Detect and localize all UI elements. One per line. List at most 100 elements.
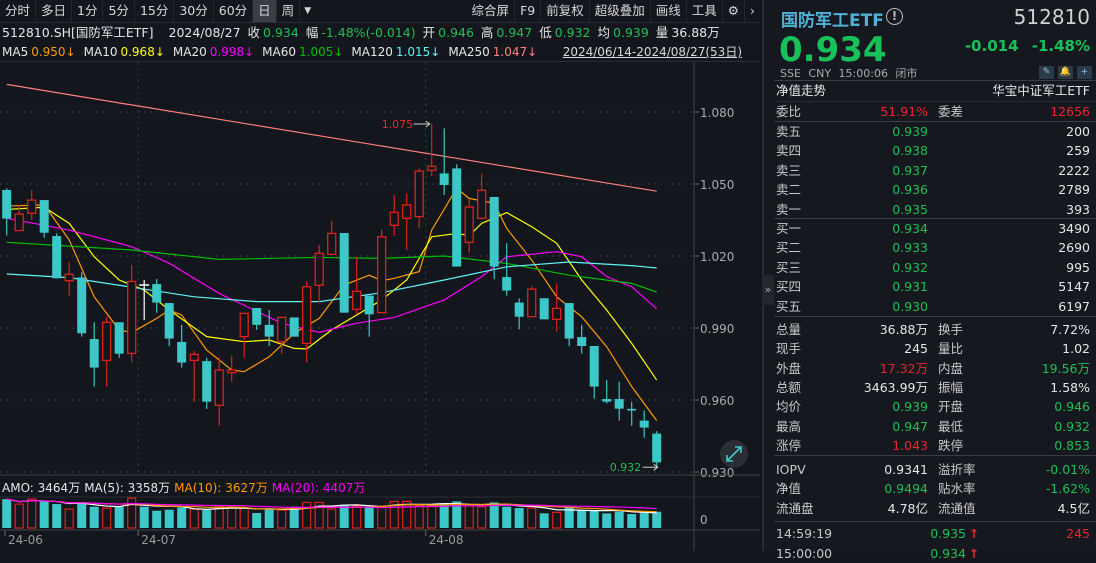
stats-value: 1.043 <box>892 437 928 453</box>
volume-bar <box>352 505 362 529</box>
bids-volume: 995 <box>1066 259 1090 275</box>
period-dropdown-icon[interactable]: ▼ <box>304 6 312 16</box>
candle <box>164 303 174 346</box>
volume-bar <box>289 506 299 528</box>
stats-value: 0.932 <box>1054 418 1090 434</box>
candle <box>252 308 262 330</box>
period-tab-8[interactable]: 周 <box>277 0 301 22</box>
period-tab-5[interactable]: 30分 <box>174 0 214 22</box>
asks-row: 卖四 0.938 259 <box>776 141 1090 160</box>
expand-panel-button[interactable]: » <box>762 275 774 305</box>
bids-level-label: 买一 <box>776 221 802 236</box>
y-tick-label: 1.020 <box>700 250 734 264</box>
tick-volume: 245 <box>1066 526 1090 541</box>
gear-icon[interactable]: ⚙ <box>723 0 745 22</box>
fullscreen-button[interactable] <box>720 440 748 468</box>
stats-row: 现手 245 量比 1.02 <box>776 339 1090 358</box>
bids-price[interactable]: 0.930 <box>892 298 928 314</box>
quote-actions: ✎ 🔔 + <box>1039 66 1092 79</box>
period-tab-6[interactable]: 60分 <box>214 0 254 22</box>
bids-level-label: 买五 <box>776 298 802 314</box>
pencil-icon[interactable]: ✎ <box>1039 66 1054 79</box>
bell-icon[interactable]: 🔔 <box>1058 66 1073 79</box>
period-tab-4[interactable]: 15分 <box>135 0 175 22</box>
candle <box>114 322 124 358</box>
volume-bar <box>614 511 624 528</box>
candle <box>289 317 299 337</box>
bids-price[interactable]: 0.931 <box>892 279 928 295</box>
market-status: SSE CNY 15:00:06 闭市 <box>780 67 918 80</box>
candle <box>14 205 24 232</box>
etf-row: IOPV 0.9341 溢折率 -0.01% <box>776 460 1090 479</box>
volume-bar <box>389 500 399 529</box>
volume-bar <box>52 504 62 528</box>
bids-row: 买四 0.931 5147 <box>776 277 1090 296</box>
ma-value-ma20: 0.998↓ <box>209 45 255 59</box>
asks-row: 卖一 0.935 393 <box>776 200 1090 219</box>
candle-body <box>302 286 312 345</box>
tick-time: 14:59:19 <box>776 526 833 541</box>
bids-row: 买一 0.934 3490 <box>776 219 1090 238</box>
candle <box>627 401 637 426</box>
ma-value-ma5: 0.950↓ <box>31 45 76 59</box>
candle-body <box>39 200 49 233</box>
date-range-selector[interactable]: 2024/06/14-2024/08/27(53日) <box>562 45 742 59</box>
candle <box>414 168 424 229</box>
tick-price: 0.935 <box>930 526 966 541</box>
volume-bar <box>302 501 312 529</box>
toolbar-button-4[interactable]: 画线 <box>651 0 687 22</box>
volume-bar <box>64 508 74 529</box>
close-label: 收 <box>247 25 261 40</box>
weicha-label: 委差 <box>938 104 964 119</box>
toolbar-button-2[interactable]: 前复权 <box>541 0 590 22</box>
candlestick-chart[interactable]: 1.080 1.050 1.020 0.990 0.960 0.930 24-06 24-07… <box>0 62 760 551</box>
price-change: -0.014 -1.48% <box>965 37 1090 55</box>
asks-price[interactable]: 0.935 <box>892 201 928 217</box>
period-tab-2[interactable]: 1分 <box>72 0 104 22</box>
bids-volume: 2690 <box>1058 240 1090 256</box>
y-tick-label: 0.990 <box>700 322 734 336</box>
asks-volume: 200 <box>1066 124 1090 139</box>
period-tab-0[interactable]: 分时 <box>0 0 37 22</box>
asks-price[interactable]: 0.937 <box>892 162 928 178</box>
spacer <box>928 238 983 257</box>
y-tick-label: 0.930 <box>700 466 734 480</box>
period-tab-3[interactable]: 5分 <box>103 0 135 22</box>
volume-bar <box>627 514 637 528</box>
volume-bar <box>402 500 412 529</box>
info-icon[interactable]: ! <box>886 8 903 25</box>
toolbar-button-5[interactable]: 工具 <box>687 0 723 22</box>
toolbar-button-0[interactable]: 综合屏 <box>467 0 516 22</box>
chevron-right-icon[interactable]: › <box>750 3 755 18</box>
volume-bar <box>227 506 237 529</box>
toolbar-button-1[interactable]: F9 <box>515 0 542 22</box>
bids-price[interactable]: 0.932 <box>892 259 928 275</box>
bids-price[interactable]: 0.934 <box>892 221 928 236</box>
high-value: 0.947 <box>496 25 533 40</box>
bids-price[interactable]: 0.933 <box>892 240 928 256</box>
toolbar-button-3[interactable]: 超级叠加 <box>590 0 651 22</box>
asks-price[interactable]: 0.938 <box>892 143 928 159</box>
high-arrow-icon <box>413 120 431 128</box>
candle <box>2 188 12 236</box>
stats-label: 跌停 <box>938 437 964 453</box>
tracking-index[interactable]: 华宝中证军工ETF <box>992 83 1090 98</box>
last-price: 0.934 <box>779 30 887 70</box>
period-tab-7[interactable]: 日 <box>253 0 277 22</box>
etf-value: 0.9341 <box>884 462 928 477</box>
volume-bar <box>377 506 387 529</box>
candle <box>364 295 374 337</box>
asks-price[interactable]: 0.936 <box>892 182 928 198</box>
candle <box>427 124 437 177</box>
candle <box>527 286 537 318</box>
plus-icon[interactable]: + <box>1077 66 1092 79</box>
change-percent: -1.48% <box>1031 37 1090 55</box>
candle <box>152 279 162 313</box>
stats-value: 3463.99万 <box>863 379 928 395</box>
nav-trend-link[interactable]: 净值走势 <box>776 83 827 98</box>
volume-bar <box>602 513 612 528</box>
period-tab-1[interactable]: 多日 <box>36 0 73 22</box>
asks-price[interactable]: 0.939 <box>892 124 928 139</box>
candle-body <box>577 337 587 346</box>
bids-level-label: 买三 <box>776 259 802 275</box>
